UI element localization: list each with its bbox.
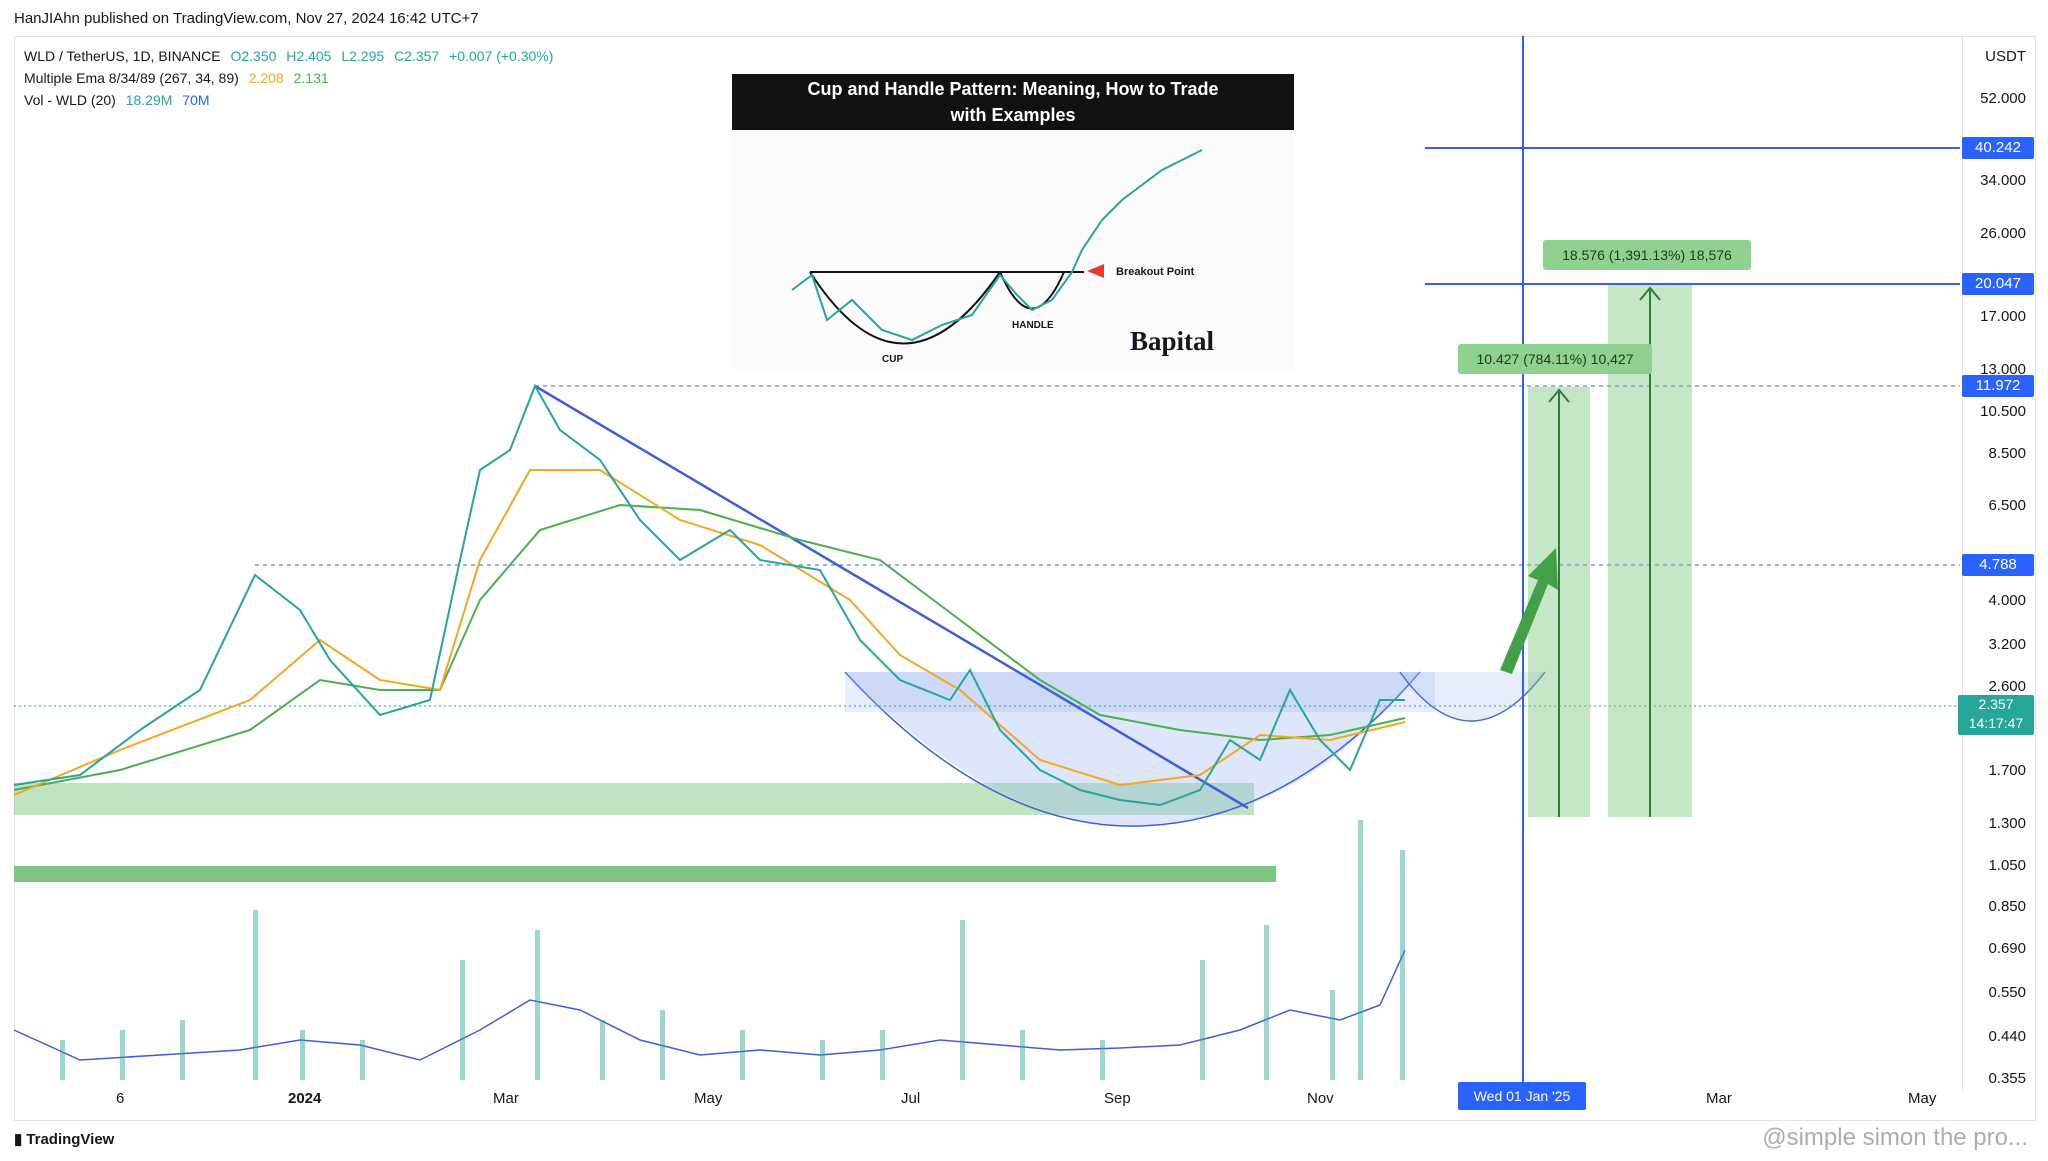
- inset-panel: Breakout Point CUP HANDLE Bapital: [732, 130, 1294, 370]
- price-tick: 1.300: [1988, 815, 2026, 832]
- cup-arc: [844, 671, 1421, 827]
- cup-rim-zone: [845, 672, 1435, 712]
- brand-label: Bapital: [1130, 326, 1215, 356]
- cup-label: CUP: [882, 354, 904, 365]
- watermark: @simple simon the pro...: [1762, 1124, 2028, 1151]
- downtrend-line: [534, 384, 1249, 810]
- ema-fast-line: [13, 469, 1406, 796]
- price-tick: 6.500: [1988, 497, 2026, 514]
- time-tick: 2024: [288, 1090, 322, 1107]
- ema-value-1: 2.208: [248, 70, 284, 86]
- support-zone: [14, 783, 1254, 815]
- price-tick: 13.000: [1980, 361, 2026, 378]
- symbol-legend[interactable]: WLD / TetherUS, 1D, BINANCE O2.350 H2.40…: [24, 48, 559, 64]
- current-price-badge[interactable]: 2.357 14:17:47: [1958, 695, 2034, 735]
- price-tick: 26.000: [1980, 225, 2026, 242]
- current-price: 2.357: [1978, 696, 2014, 712]
- handle-label: HANDLE: [1012, 320, 1054, 331]
- target-callout-2[interactable]: 18.576 (1,391.13%) 18,576: [1543, 240, 1751, 270]
- price-tick: 4.000: [1988, 592, 2026, 609]
- ema-slow-line: [13, 503, 1406, 791]
- breakout-label: Breakout Point: [1116, 266, 1195, 278]
- support-bar: [14, 866, 1276, 882]
- price-badge-40242[interactable]: 40.242: [1962, 137, 2034, 159]
- price-tick: 34.000: [1980, 172, 2026, 189]
- ema-value-2: 2.131: [293, 70, 329, 86]
- close-value: C2.357: [394, 48, 440, 64]
- symbol-name: WLD / TetherUS, 1D, BINANCE: [24, 48, 221, 64]
- price-tick: 0.550: [1988, 984, 2026, 1001]
- time-tick: Mar: [493, 1090, 519, 1107]
- time-tick: May: [1908, 1090, 1937, 1107]
- price-line: [13, 383, 1405, 807]
- price-tick: 10.500: [1980, 403, 2026, 420]
- chart-frame[interactable]: [14, 36, 2036, 1121]
- handle-projection-zone: [1400, 672, 1545, 721]
- open-value: O2.350: [230, 48, 277, 64]
- inset-title: Cup and Handle Pattern: Meaning, How to …: [732, 74, 1294, 130]
- time-tick: 6: [116, 1090, 125, 1107]
- price-badge-20047[interactable]: 20.047: [1962, 273, 2034, 295]
- low-value: L2.295: [341, 48, 385, 64]
- price-tick: 1.050: [1988, 857, 2026, 874]
- price-axis-currency[interactable]: USDT: [1985, 48, 2026, 65]
- target-arrowhead-1: [1548, 388, 1570, 403]
- inset-title-line1: Cup and Handle Pattern: Meaning, How to …: [807, 79, 1219, 99]
- price-tick: 3.200: [1988, 636, 2026, 653]
- target-arrowhead-2: [1639, 286, 1661, 301]
- publish-info: HanJIAhn published on TradingView.com, N…: [14, 10, 479, 27]
- price-tick: 8.500: [1988, 445, 2026, 462]
- tradingview-logo[interactable]: ▮ TradingView: [14, 1130, 114, 1148]
- inset-handle-curve: [999, 271, 1065, 310]
- time-tick: Mar: [1706, 1090, 1732, 1107]
- volume-ma-line: [13, 949, 1406, 1061]
- handle-projection: [1399, 671, 1546, 722]
- price-tick: 17.000: [1980, 308, 2026, 325]
- tv-logo-icon: ▮: [14, 1131, 23, 1148]
- vol-value-1: 18.29M: [125, 92, 173, 108]
- inset-cup-curve: [809, 271, 1001, 345]
- price-tick: 0.850: [1988, 898, 2026, 915]
- price-tick: 1.700: [1988, 762, 2026, 779]
- time-tick: Nov: [1307, 1090, 1334, 1107]
- bar-countdown: 14:17:47: [1968, 715, 2024, 731]
- time-tick: May: [694, 1090, 723, 1107]
- ema-legend[interactable]: Multiple Ema 8/34/89 (267, 34, 89) 2.208…: [24, 70, 335, 86]
- price-tick: 0.690: [1988, 940, 2026, 957]
- ema-label: Multiple Ema 8/34/89 (267, 34, 89): [24, 70, 239, 86]
- price-tick: 2.600: [1988, 678, 2026, 695]
- price-badge-11972[interactable]: 11.972: [1962, 375, 2034, 397]
- price-tick: 52.000: [1980, 90, 2026, 107]
- target-callout-1[interactable]: 10.427 (784.11%) 10,427: [1458, 344, 1652, 374]
- crosshair-date-label[interactable]: Wed 01 Jan '25: [1458, 1082, 1586, 1110]
- change-value: +0.007 (+0.30%): [449, 48, 554, 64]
- time-tick: Sep: [1104, 1090, 1131, 1107]
- inset-diagram: [791, 149, 1203, 345]
- cup-zone: [845, 672, 1420, 827]
- price-tick: 0.355: [1988, 1070, 2026, 1087]
- tv-logo-text: TradingView: [26, 1131, 115, 1148]
- vol-label: Vol - WLD (20): [24, 92, 116, 108]
- volume-legend[interactable]: Vol - WLD (20) 18.29M 70M: [24, 92, 216, 108]
- price-tick: 0.440: [1988, 1028, 2026, 1045]
- breakout-arrow: [1500, 548, 1558, 674]
- volume-bars: [60, 820, 1405, 1080]
- inset-title-line2: with Examples: [950, 105, 1076, 125]
- price-badge-4788[interactable]: 4.788: [1962, 554, 2034, 576]
- high-value: H2.405: [286, 48, 332, 64]
- inset-price-line: [791, 149, 1203, 342]
- breakout-pointer-icon: [1087, 264, 1104, 278]
- vol-value-2: 70M: [182, 92, 210, 108]
- time-tick: Jul: [901, 1090, 921, 1107]
